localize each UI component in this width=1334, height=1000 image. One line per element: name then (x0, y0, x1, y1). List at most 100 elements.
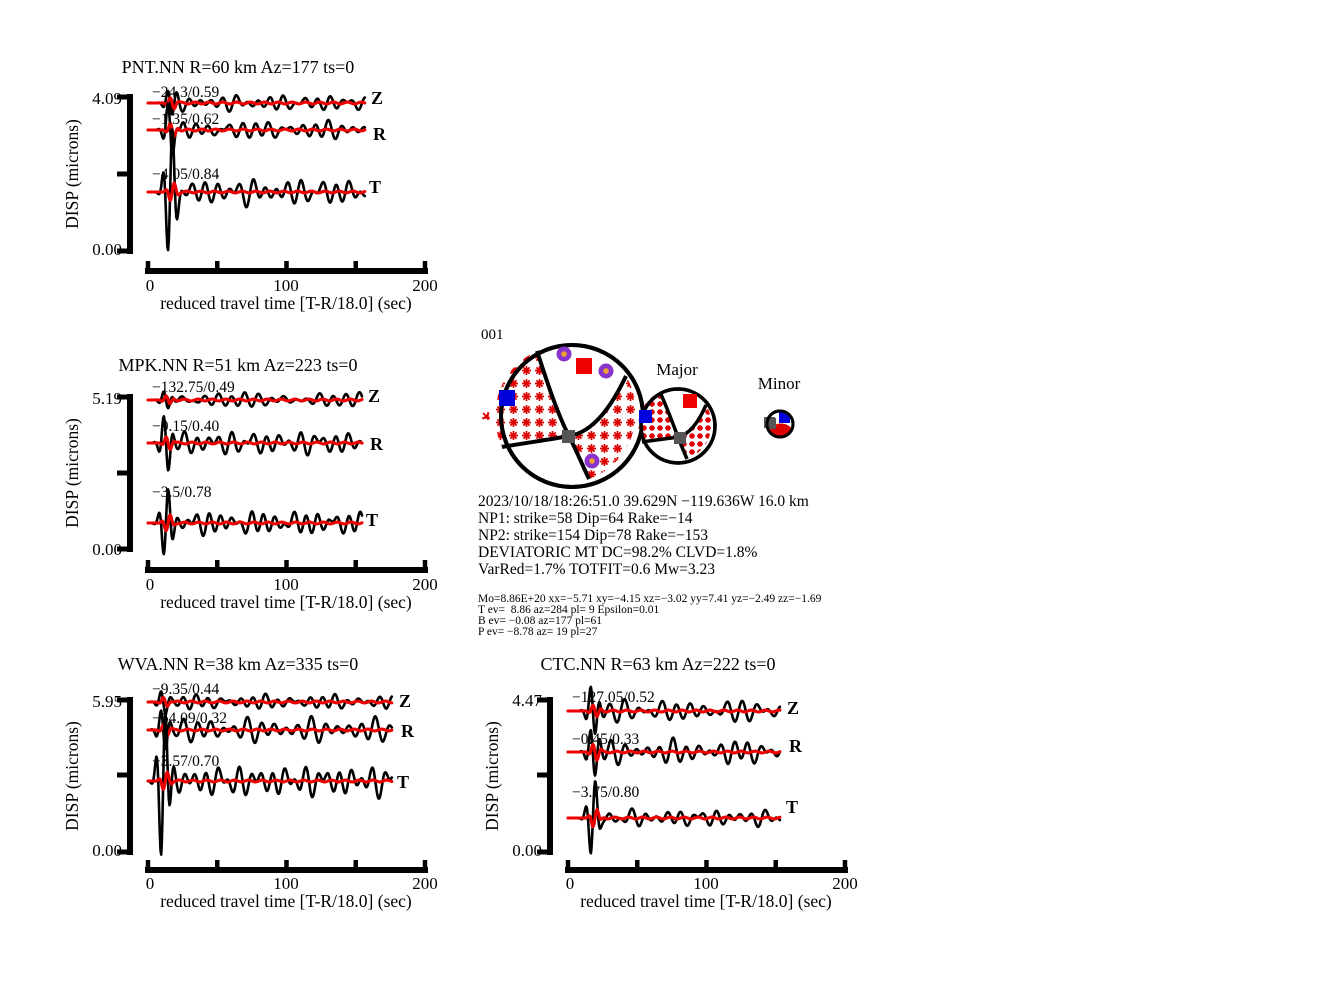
shift-fit-label-z: −24.3/0.59 (152, 84, 220, 101)
x-tick-0: 0 (146, 874, 155, 893)
y-axis-label: DISP (microns) (62, 721, 82, 831)
b-eigenvector-line: B ev= −0.08 az=177 pl=61 (478, 615, 602, 627)
component-label-z: Z (399, 691, 411, 711)
fit-summary-line: VarRed=1.7% TOTFIT=0.6 Mw=3.23 (478, 561, 715, 578)
synthetic-waveform (146, 770, 394, 791)
x-axis-label: reduced travel time [T-R/18.0] (sec) (160, 293, 412, 313)
station-marker (598, 363, 614, 379)
synthetic-waveform (146, 181, 367, 202)
component-label-r: R (373, 124, 387, 144)
panel-title: WVA.NN R=38 km Az=335 ts=0 (118, 654, 359, 674)
major-dc-label: Major (656, 360, 698, 379)
shift-fit-label-r: −0.45/0.33 (572, 731, 640, 748)
component-label-t: T (366, 510, 378, 530)
component-label-r: R (789, 736, 803, 756)
component-label-t: T (786, 797, 798, 817)
b-axis-marker (674, 432, 686, 444)
y-max-tick: 5.19 (92, 389, 122, 408)
observed-waveform (146, 102, 367, 157)
synthetic-waveform (146, 435, 364, 451)
x-tick-0: 0 (566, 874, 575, 893)
synthetic-waveform (146, 96, 367, 111)
synthetic-waveform (566, 808, 782, 829)
p-axis-marker (779, 412, 790, 423)
x-tick-0: 0 (146, 575, 155, 594)
mt-decomposition-line: DEVIATORIC MT DC=98.2% CLVD=1.8% (478, 544, 758, 561)
solution-id-label: 001 (481, 327, 504, 343)
observed-waveform (566, 685, 782, 736)
y-min-tick: 0.00 (92, 540, 122, 559)
y-axis-label: DISP (microns) (62, 119, 82, 229)
x-axis-label: reduced travel time [T-R/18.0] (sec) (160, 891, 412, 911)
minor-dc-label: Minor (758, 374, 801, 393)
component-label-z: Z (787, 698, 799, 718)
beachball-major-dc (638, 387, 717, 465)
x-tick-0: 0 (146, 276, 155, 295)
x-tick-100: 100 (693, 874, 719, 893)
t-eigenvector-line: T ev= 8.86 az=284 pl= 9 Epsilon=0.01 (478, 604, 660, 616)
shift-fit-label-t: −3.5/0.78 (152, 484, 212, 501)
beachball-full-mt (482, 343, 645, 489)
shift-fit-label-r: −0.15/0.40 (152, 418, 220, 435)
y-max-tick: 4.47 (512, 691, 542, 710)
shift-fit-label-z: −132.75/0.49 (152, 379, 235, 396)
synthetic-waveform (146, 513, 364, 533)
y-min-tick: 0.00 (92, 841, 122, 860)
synthetic-waveform (146, 394, 364, 406)
moment-tensor-elements-line: Mo=8.86E+20 xx=−5.71 xy=−4.15 xz=−3.02 y… (478, 593, 822, 605)
observed-waveform (566, 728, 782, 777)
y-min-tick: 0.00 (92, 240, 122, 259)
shift-fit-label-z: −127.05/0.52 (572, 689, 655, 706)
shift-fit-label-r: −1.35/0.62 (152, 111, 219, 128)
x-tick-200: 200 (832, 874, 858, 893)
event-origin-line: 2023/10/18/18:26:51.0 39.629N −119.636W … (478, 493, 809, 510)
panel-title: CTC.NN R=63 km Az=222 ts=0 (541, 654, 776, 674)
component-label-z: Z (371, 88, 383, 108)
waveform-layer (146, 89, 782, 856)
t-axis-marker (576, 358, 592, 374)
synthetic-waveform (566, 742, 782, 762)
b-axis-marker (562, 430, 575, 443)
component-label-r: R (401, 721, 415, 741)
p-eigenvector-line: P ev= −8.78 az= 19 pl=27 (478, 626, 598, 638)
x-axis-label: reduced travel time [T-R/18.0] (sec) (160, 592, 412, 612)
component-label-r: R (370, 434, 384, 454)
p-axis-marker (639, 410, 652, 423)
nodal-plane2-line: NP2: strike=154 Dip=78 Rake=−153 (478, 527, 708, 544)
x-tick-100: 100 (273, 575, 299, 594)
observed-waveform (146, 89, 367, 116)
beachball-minor-dc (764, 409, 795, 439)
y-max-tick: 4.09 (92, 89, 122, 108)
x-tick-100: 100 (273, 276, 299, 295)
y-axis-label: DISP (microns) (482, 721, 502, 831)
component-label-t: T (369, 177, 381, 197)
x-tick-200: 200 (412, 874, 438, 893)
shift-fit-label-t: −3.57/0.70 (152, 753, 220, 770)
x-tick-200: 200 (412, 575, 438, 594)
synthetic-waveform (566, 703, 782, 719)
x-tick-200: 200 (412, 276, 438, 295)
p-axis-marker (499, 390, 515, 406)
shift-fit-label-z: −9.35/0.44 (152, 681, 220, 698)
synthetic-waveform (146, 696, 394, 708)
hatch-overflow-asterisk (482, 412, 490, 420)
station-marker (556, 346, 572, 362)
t-axis-marker (683, 394, 697, 408)
axes-layer (117, 94, 848, 873)
shift-fit-label-t: −3.75/0.80 (572, 784, 640, 801)
shift-fit-label-r: −64.09/0.32 (152, 710, 227, 727)
nodal-plane1-line: NP1: strike=58 Dip=64 Rake=−14 (478, 510, 693, 527)
x-tick-100: 100 (273, 874, 299, 893)
synthetic-waveform (146, 121, 367, 138)
synthetic-waveform (146, 723, 394, 738)
panel-title: PNT.NN R=60 km Az=177 ts=0 (122, 57, 355, 77)
y-max-tick: 5.95 (92, 692, 122, 711)
station-marker (584, 453, 600, 469)
y-min-tick: 0.00 (512, 841, 542, 860)
observed-waveform (146, 128, 367, 252)
component-label-t: T (397, 772, 409, 792)
component-label-z: Z (368, 386, 380, 406)
y-axis-label: DISP (microns) (62, 418, 82, 528)
